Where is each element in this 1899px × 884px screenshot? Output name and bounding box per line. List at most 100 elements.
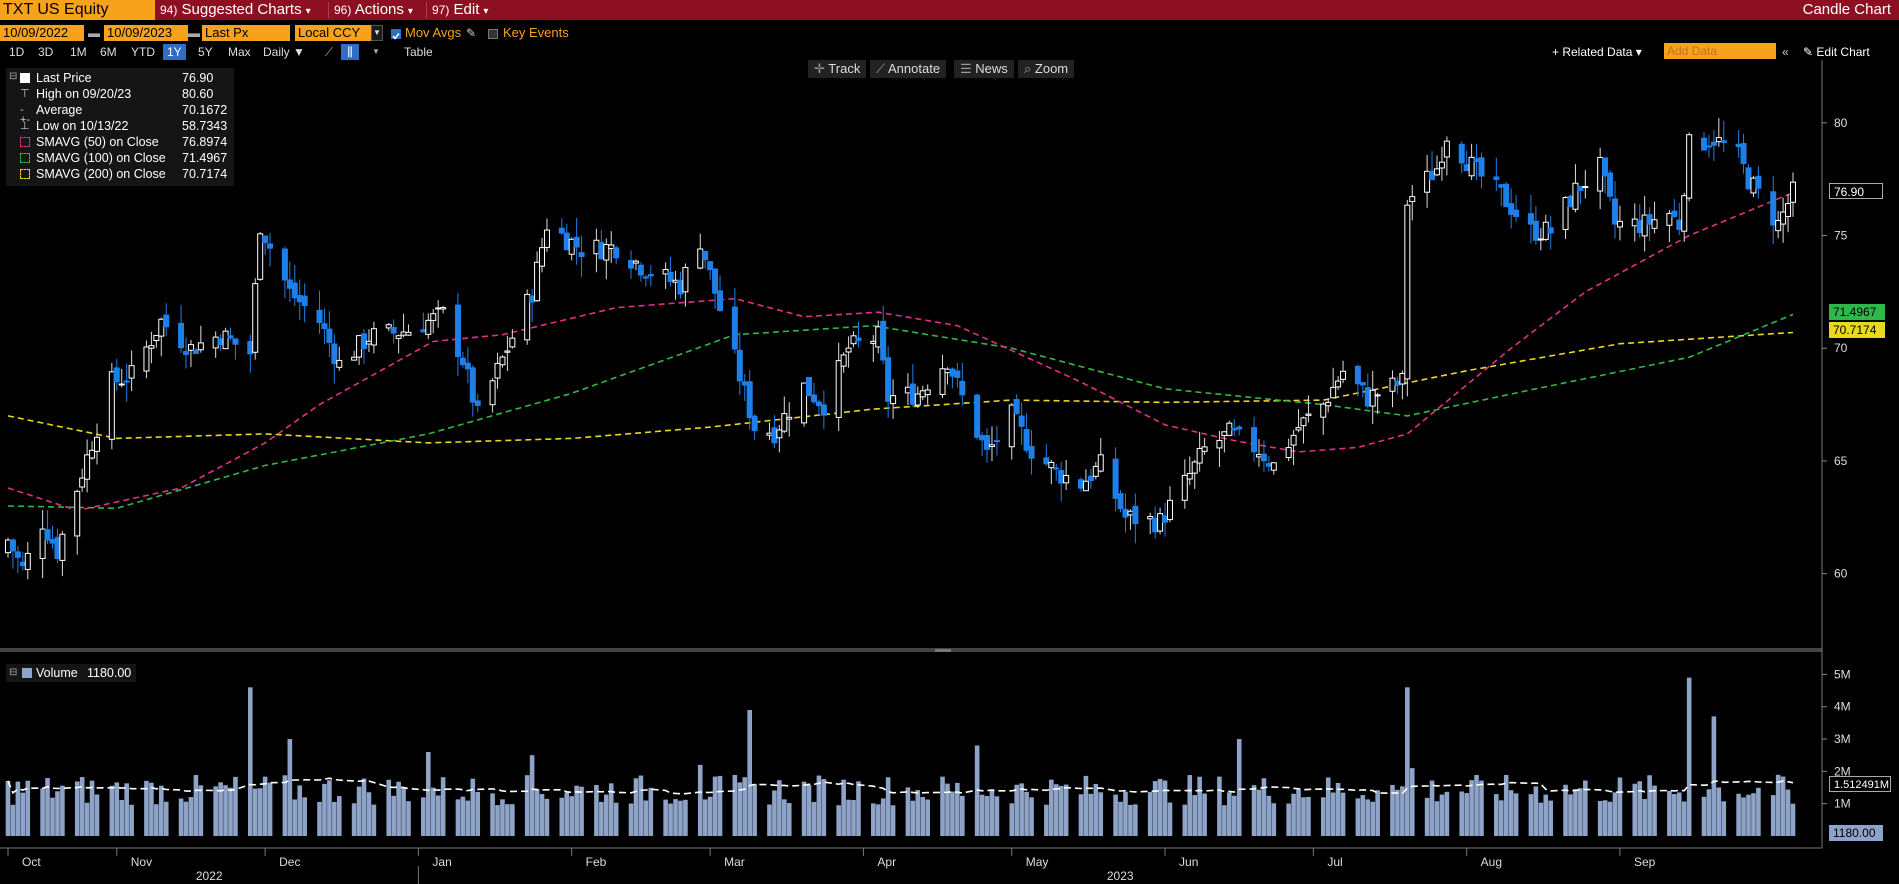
track-tool[interactable]: ✛ Track bbox=[808, 60, 867, 78]
candle-body bbox=[1394, 380, 1401, 386]
collapse-icon[interactable]: « bbox=[1782, 45, 1789, 59]
currency-dropdown-icon[interactable]: ▼ bbox=[371, 25, 383, 41]
line-chart-icon[interactable]: ⟋ bbox=[324, 45, 334, 59]
chart-type-dropdown-icon[interactable]: ▼ bbox=[372, 47, 380, 56]
candle-body bbox=[262, 235, 269, 244]
period-6m[interactable]: 6M bbox=[100, 45, 117, 59]
field-selector[interactable]: Last Px bbox=[202, 25, 290, 41]
pencil-icon[interactable]: ✎ bbox=[466, 26, 477, 40]
candle-body bbox=[420, 329, 427, 333]
candle-body bbox=[1251, 427, 1258, 453]
candle-body bbox=[613, 247, 620, 259]
volume-tick-label: 1M bbox=[1834, 797, 1851, 811]
volume-bar bbox=[430, 787, 436, 836]
period-ytd[interactable]: YTD bbox=[131, 45, 155, 59]
zoom-tool[interactable]: ⌕ Zoom bbox=[1018, 60, 1075, 78]
related-data-button[interactable]: + Related Data ▾ bbox=[1552, 44, 1642, 60]
candle-body bbox=[217, 338, 224, 346]
month-label: Aug bbox=[1481, 855, 1502, 869]
edit-menu[interactable]: 97) Edit ▾ bbox=[432, 0, 488, 20]
sma200-line bbox=[7, 331, 1794, 444]
candle-body bbox=[19, 561, 26, 567]
volume-bar bbox=[1642, 799, 1647, 836]
edit-chart-button[interactable]: ✎ Edit Chart bbox=[1803, 44, 1870, 60]
legend-value: 76.8974 bbox=[182, 135, 228, 149]
security-field[interactable]: TXT US Equity bbox=[0, 0, 155, 20]
volume-bar bbox=[1088, 793, 1094, 836]
candle-body bbox=[1255, 454, 1262, 458]
table-button[interactable]: Table bbox=[404, 45, 433, 59]
collapse-legend-icon[interactable]: ⊟ bbox=[9, 667, 18, 678]
candle-body bbox=[840, 354, 847, 367]
period-5y[interactable]: 5Y bbox=[198, 45, 213, 59]
period-1d[interactable]: 1D bbox=[9, 45, 25, 59]
volume-bar bbox=[55, 791, 60, 836]
end-date-field[interactable]: 10/09/2023 bbox=[104, 25, 188, 41]
volume-bar bbox=[228, 787, 233, 836]
legend-value: 70.7174 bbox=[182, 167, 228, 181]
candle-chart-icon[interactable]: ⫼ bbox=[341, 44, 359, 60]
collapse-legend-icon[interactable]: ⊟ bbox=[9, 71, 18, 82]
annotate-tool[interactable]: ⟋ Annotate bbox=[870, 60, 947, 78]
volume-bar bbox=[806, 784, 812, 836]
candle-body bbox=[1117, 493, 1124, 509]
volume-bar bbox=[1498, 800, 1504, 836]
volume-bar bbox=[475, 792, 481, 836]
volume-bar bbox=[1736, 793, 1741, 836]
volume-bar bbox=[1706, 789, 1712, 836]
volume-bar bbox=[124, 783, 129, 836]
volume-bar bbox=[1583, 780, 1588, 836]
volume-bar bbox=[1405, 687, 1410, 836]
volume-bar bbox=[569, 796, 574, 836]
candle-body bbox=[1651, 219, 1658, 229]
sma200-price-tag: 70.7174 bbox=[1829, 322, 1885, 338]
menu-number: 96) bbox=[334, 3, 352, 17]
currency-selector[interactable]: Local CCY bbox=[295, 25, 381, 41]
add-data-input[interactable]: Add Data bbox=[1664, 43, 1776, 59]
period-1m[interactable]: 1M bbox=[70, 45, 87, 59]
actions-menu[interactable]: 96) Actions ▾ bbox=[334, 0, 413, 20]
suggested-charts-menu[interactable]: 94) Suggested Charts ▾ bbox=[160, 0, 311, 20]
mov-avgs-checkbox[interactable] bbox=[391, 29, 401, 40]
volume-bar bbox=[846, 799, 851, 836]
volume-bar bbox=[252, 788, 258, 836]
frequency-dropdown[interactable]: Daily ▼ bbox=[263, 44, 305, 60]
calendar-icon[interactable]: ▬ bbox=[88, 26, 100, 40]
candle-body bbox=[252, 283, 259, 353]
candle-body bbox=[474, 400, 481, 406]
start-date-field[interactable]: 10/09/2022 bbox=[0, 25, 84, 41]
volume-bar bbox=[20, 792, 26, 836]
volume-bar bbox=[1261, 778, 1267, 836]
news-tool[interactable]: ☰ News bbox=[954, 60, 1014, 78]
candle-body bbox=[336, 359, 343, 368]
candle-body bbox=[954, 370, 961, 378]
candle-body bbox=[1305, 413, 1312, 416]
candle-body bbox=[232, 338, 239, 345]
menu-label: Suggested Charts bbox=[181, 1, 302, 18]
caret-down-icon: ▾ bbox=[407, 6, 413, 17]
volume-bar bbox=[351, 803, 357, 836]
period-max[interactable]: Max bbox=[228, 45, 251, 59]
candle-body bbox=[1681, 195, 1688, 232]
volume-bar bbox=[683, 799, 688, 836]
candle-body bbox=[1191, 461, 1198, 474]
volume-bar bbox=[1365, 799, 1371, 836]
volume-label: Volume bbox=[36, 666, 78, 680]
volume-bar bbox=[1637, 781, 1643, 836]
candle-body bbox=[291, 282, 298, 299]
volume-bar bbox=[880, 798, 886, 836]
calendar-icon[interactable]: ▬ bbox=[188, 26, 200, 40]
candle-body bbox=[435, 307, 442, 310]
period-3d[interactable]: 3D bbox=[38, 45, 54, 59]
candle-body bbox=[875, 326, 882, 348]
volume-bar bbox=[60, 785, 65, 836]
candle-body bbox=[370, 328, 377, 346]
key-events-checkbox[interactable] bbox=[488, 29, 498, 39]
period-1y[interactable]: 1Y bbox=[163, 44, 186, 60]
volume-bar bbox=[425, 751, 431, 836]
volume-bar bbox=[559, 797, 565, 836]
volume-bar bbox=[673, 799, 678, 836]
candle-body bbox=[494, 362, 501, 379]
month-label: Nov bbox=[131, 855, 152, 869]
